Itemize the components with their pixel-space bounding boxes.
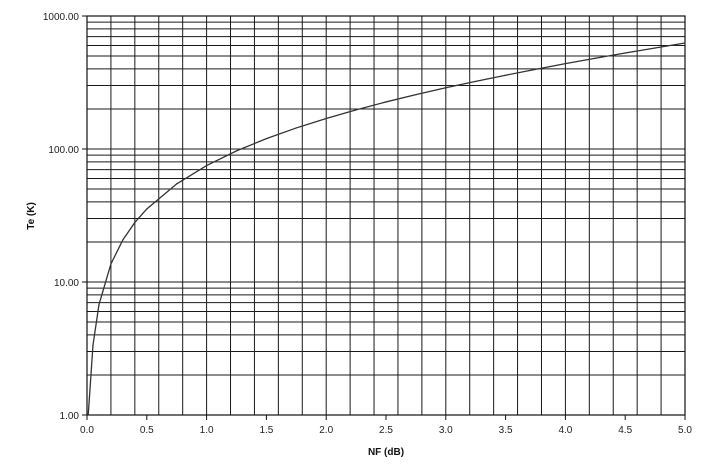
x-axis-ticks: 0.0 0.5 1.0 1.5 2.0 2.5 3.0 3.5 4.0 4.5 5.0 <box>80 415 692 436</box>
data-point <box>325 117 327 120</box>
x-tick-label: 3.0 <box>439 425 453 436</box>
y-axis-ticks: 1.00 10.00 100.00 1000.00 <box>43 12 87 422</box>
data-point <box>146 208 148 210</box>
data-point <box>92 344 94 346</box>
x-tick-label: 5.0 <box>678 425 692 436</box>
data-point <box>265 138 267 140</box>
x-tick-label: 1.5 <box>259 425 273 436</box>
chart-series <box>87 42 686 416</box>
plot-frame <box>86 15 686 416</box>
y-tick-label: 1.00 <box>60 411 80 422</box>
y-tick-label: 100.00 <box>48 145 79 156</box>
data-point <box>415 94 417 96</box>
data-point <box>505 74 507 76</box>
data-point <box>98 304 100 306</box>
x-axis-title: NF (dB) <box>368 447 404 458</box>
data-point <box>295 127 297 129</box>
data-point <box>88 397 90 399</box>
data-point <box>87 414 89 416</box>
data-point <box>134 221 136 224</box>
x-tick-label: 0.5 <box>140 425 154 436</box>
data-point <box>110 263 112 265</box>
data-point <box>475 80 477 82</box>
y-tick-label: 10.00 <box>54 278 79 289</box>
data-point <box>355 109 357 111</box>
data-point <box>176 183 178 185</box>
data-point <box>235 150 238 152</box>
x-tick-label: 1.0 <box>200 425 214 436</box>
x-tick-label: 2.5 <box>379 425 393 436</box>
data-point <box>564 63 567 65</box>
x-tick-label: 2.0 <box>319 425 333 436</box>
x-tick-label: 0.0 <box>80 425 94 436</box>
x-tick-label: 4.5 <box>618 425 632 436</box>
data-point <box>534 68 537 70</box>
series-line <box>87 42 686 416</box>
x-tick-label: 3.5 <box>499 425 513 436</box>
y-axis-title: Te (K) <box>26 202 37 230</box>
data-point <box>122 239 124 241</box>
data-point <box>654 47 656 49</box>
data-point <box>206 164 208 167</box>
x-tick-label: 4.0 <box>558 425 572 436</box>
data-point <box>594 57 596 59</box>
data-point <box>624 52 626 54</box>
data-point <box>385 101 387 103</box>
y-tick-label: 1000.00 <box>43 12 80 23</box>
data-point <box>445 87 447 89</box>
chart-grid <box>86 15 686 416</box>
plot-area-border <box>86 15 686 416</box>
data-point <box>684 42 686 44</box>
